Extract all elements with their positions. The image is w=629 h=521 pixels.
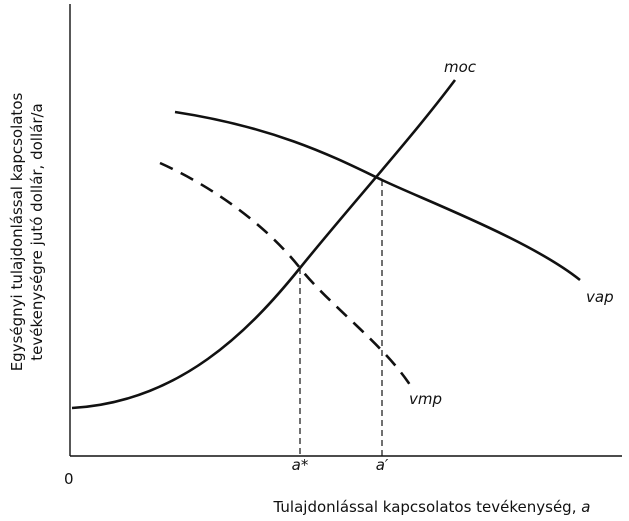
x-axis-label: Tulajdonlással kapcsolatos tevékenység, …	[273, 498, 591, 516]
curve-label: vmp	[409, 390, 442, 408]
curve-label: moc	[444, 58, 477, 76]
y-axis-label: Egységnyi tulajdonlással kapcsolatos	[8, 93, 26, 372]
tick-label: a*	[292, 456, 309, 474]
y-axis-label: tevékenységre jutó dollár, dollár/a	[28, 103, 46, 360]
tick-label: a′	[376, 456, 389, 474]
vmp-curve	[159, 161, 414, 389]
curve-label: vap	[586, 288, 614, 306]
moc-curve	[71, 79, 457, 410]
vap-curve	[174, 110, 581, 282]
origin-label: 0	[64, 470, 74, 488]
x-axis-label-text: Tulajdonlással kapcsolatos tevékenység,	[273, 498, 577, 516]
x-axis-variable: a	[581, 498, 590, 516]
